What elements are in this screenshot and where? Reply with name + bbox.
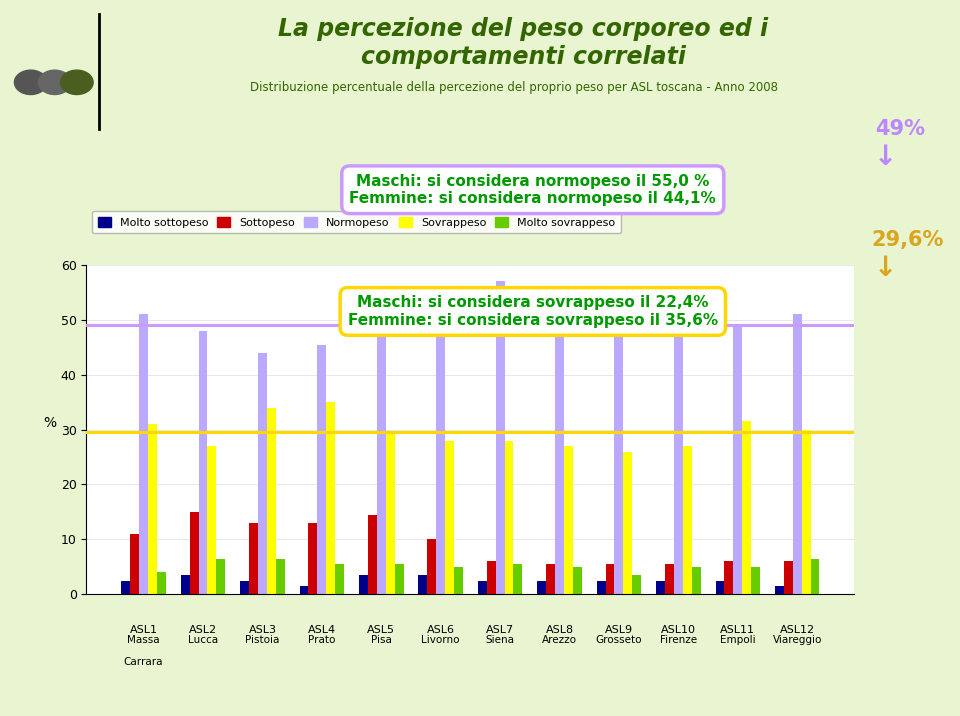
Bar xyxy=(207,446,216,594)
Bar xyxy=(793,314,802,594)
Bar xyxy=(751,567,760,594)
Text: Distribuzione percentuale della percezione del proprio peso per ASL toscana - An: Distribuzione percentuale della percezio… xyxy=(250,81,778,94)
Bar xyxy=(742,421,751,594)
Text: Lucca: Lucca xyxy=(188,636,218,645)
Bar xyxy=(267,407,276,594)
Text: Maschi: si considera normopeso il 55,0 %
Femmine: si considera normopeso il 44,1: Maschi: si considera normopeso il 55,0 %… xyxy=(349,173,716,206)
Bar xyxy=(623,452,633,594)
Bar xyxy=(240,581,249,594)
Bar xyxy=(656,581,665,594)
Bar xyxy=(495,281,505,594)
Bar xyxy=(715,581,725,594)
Bar xyxy=(395,564,403,594)
Text: comportamenti correlati: comportamenti correlati xyxy=(361,45,685,69)
Bar xyxy=(454,567,463,594)
Bar xyxy=(419,575,427,594)
Bar xyxy=(377,337,386,594)
Bar xyxy=(783,561,793,594)
Bar xyxy=(368,515,377,594)
Text: Carrara: Carrara xyxy=(124,657,163,667)
Text: Prato: Prato xyxy=(308,636,336,645)
Bar xyxy=(606,564,614,594)
Bar xyxy=(725,561,733,594)
Bar xyxy=(436,325,445,594)
Text: ↓: ↓ xyxy=(874,143,897,171)
Bar xyxy=(148,424,157,594)
Bar xyxy=(802,430,810,594)
Legend: Molto sottopeso, Sottopeso, Normopeso, Sovrappeso, Molto sovrappeso: Molto sottopeso, Sottopeso, Normopeso, S… xyxy=(92,211,621,233)
Text: 49%: 49% xyxy=(876,119,925,139)
Bar xyxy=(445,440,454,594)
Bar xyxy=(180,575,190,594)
Bar xyxy=(538,581,546,594)
Bar xyxy=(131,534,139,594)
Bar xyxy=(692,567,701,594)
Text: ↓: ↓ xyxy=(874,254,897,282)
Bar xyxy=(810,558,820,594)
Y-axis label: %: % xyxy=(43,415,56,430)
Bar xyxy=(573,567,582,594)
Text: Pisa: Pisa xyxy=(371,636,392,645)
Bar xyxy=(276,558,285,594)
Bar xyxy=(775,586,783,594)
Bar xyxy=(157,572,166,594)
Text: Firenze: Firenze xyxy=(660,636,697,645)
Bar xyxy=(478,581,487,594)
Text: Grosseto: Grosseto xyxy=(596,636,642,645)
Text: Viareggio: Viareggio xyxy=(773,636,822,645)
Bar xyxy=(359,575,368,594)
Bar xyxy=(564,446,573,594)
Text: Maschi: si considera sovrappeso il 22,4%
Femmine: si considera sovrappeso il 35,: Maschi: si considera sovrappeso il 22,4%… xyxy=(348,295,718,328)
Bar xyxy=(386,432,395,594)
Text: Pistoia: Pistoia xyxy=(245,636,279,645)
Bar xyxy=(546,564,555,594)
Bar xyxy=(633,575,641,594)
Bar xyxy=(555,322,564,594)
Bar xyxy=(514,564,522,594)
Text: Empoli: Empoli xyxy=(720,636,756,645)
Bar xyxy=(216,558,226,594)
Bar xyxy=(665,564,674,594)
Bar xyxy=(335,564,344,594)
Text: Arezzo: Arezzo xyxy=(542,636,577,645)
Bar xyxy=(258,353,267,594)
Bar xyxy=(427,539,436,594)
Bar xyxy=(199,331,207,594)
Text: 29,6%: 29,6% xyxy=(872,230,944,250)
Bar xyxy=(674,322,683,594)
Bar xyxy=(614,320,623,594)
Text: Livorno: Livorno xyxy=(421,636,460,645)
Bar xyxy=(190,512,199,594)
Bar xyxy=(326,402,335,594)
Bar xyxy=(733,325,742,594)
Bar xyxy=(683,446,692,594)
Bar xyxy=(121,581,131,594)
Text: La percezione del peso corporeo ed i: La percezione del peso corporeo ed i xyxy=(278,16,768,41)
Bar xyxy=(487,561,495,594)
Bar xyxy=(597,581,606,594)
Bar xyxy=(300,586,308,594)
Bar xyxy=(505,440,514,594)
Text: Massa: Massa xyxy=(128,636,160,645)
Bar xyxy=(139,314,148,594)
Bar xyxy=(318,344,326,594)
Bar xyxy=(308,523,318,594)
Text: Siena: Siena xyxy=(486,636,515,645)
Bar xyxy=(249,523,258,594)
